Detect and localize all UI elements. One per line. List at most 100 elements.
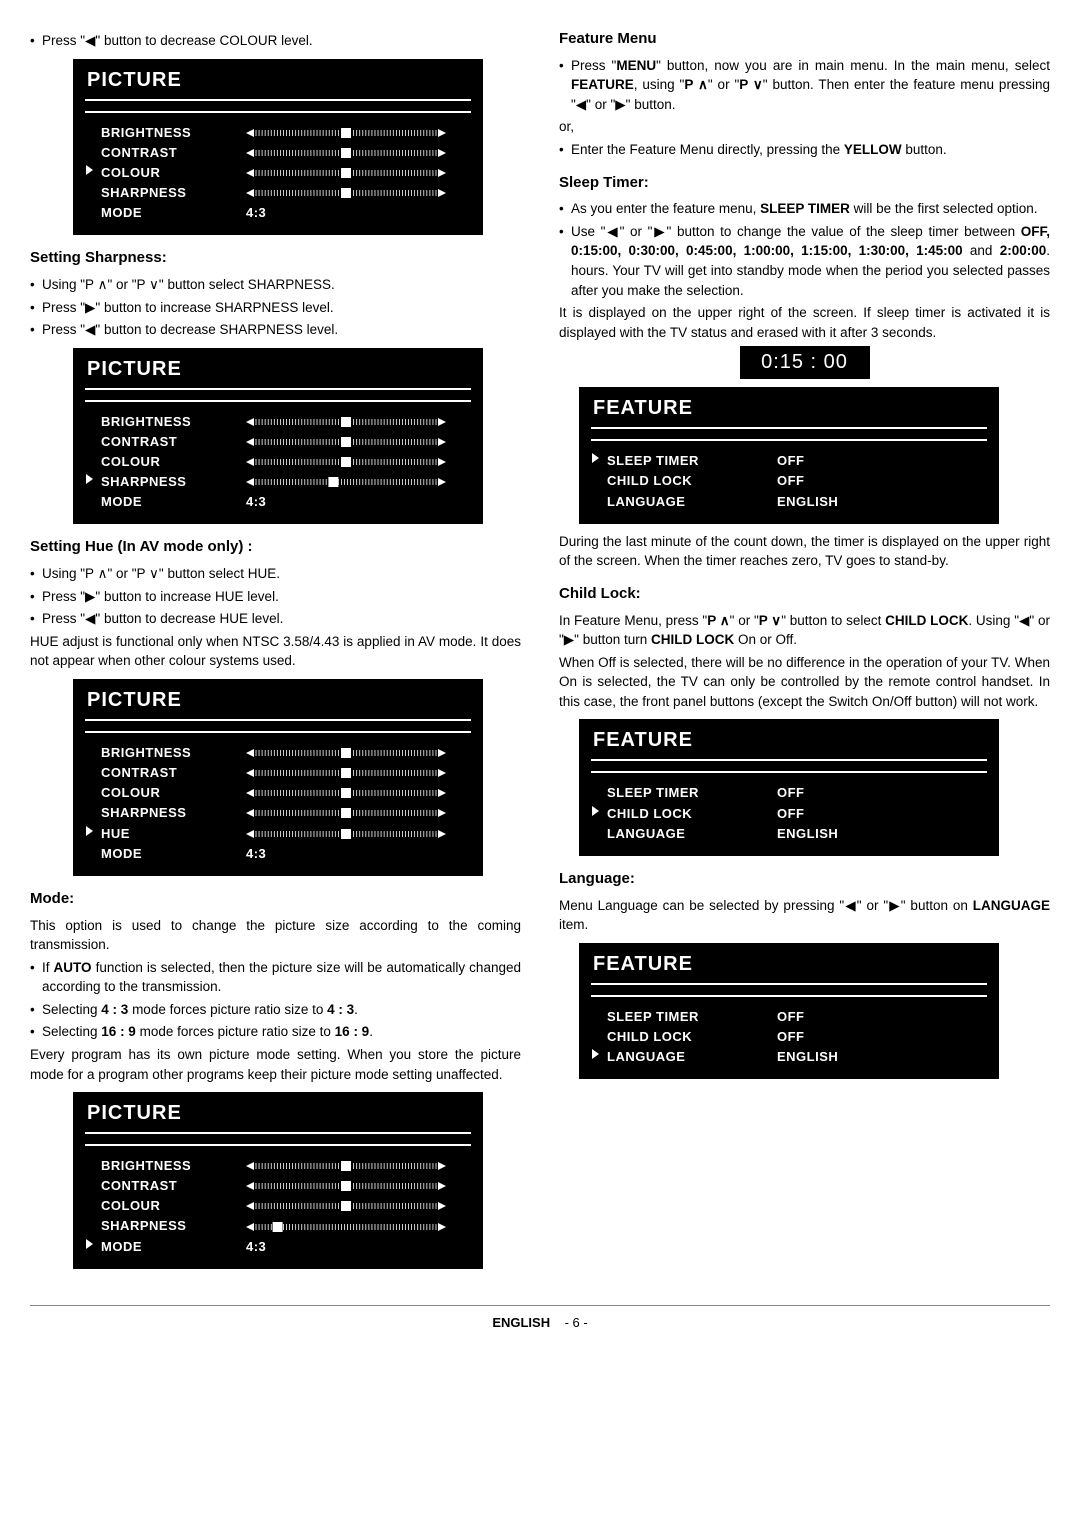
osd-divider <box>85 1144 471 1146</box>
osd-row-label: SLEEP TIMER <box>607 451 777 471</box>
cursor-icon <box>592 453 599 463</box>
osd-title: FEATURE <box>579 387 707 427</box>
slider-icon <box>246 829 446 839</box>
osd-row: BRIGHTNESS <box>73 743 483 763</box>
slider-icon <box>246 457 446 467</box>
osd-row-label: MODE <box>101 844 246 864</box>
bullet: •Press "◀" button to decrease SHARPNESS … <box>30 320 521 340</box>
osd-row-label: CONTRAST <box>101 432 246 452</box>
osd-row-label: SHARPNESS <box>101 472 246 492</box>
osd-row: SLEEP TIMEROFF <box>579 1007 999 1027</box>
osd-row: BRIGHTNESS <box>73 1156 483 1176</box>
osd-row-value: 4:3 <box>246 844 469 864</box>
heading-sleep-timer: Sleep Timer: <box>559 172 1050 194</box>
bullet: •Selecting 16 : 9 mode forces picture ra… <box>30 1022 521 1042</box>
osd-row-slider <box>246 1222 469 1232</box>
osd-row-slider <box>246 748 469 758</box>
osd-row-label: HUE <box>101 824 246 844</box>
osd-row-slider <box>246 788 469 798</box>
page-footer: ENGLISH - 6 - <box>30 1305 1050 1333</box>
osd-row: CONTRAST <box>73 143 483 163</box>
osd-title: FEATURE <box>579 943 707 983</box>
osd-row-value: OFF <box>777 1007 985 1027</box>
cursor-icon <box>86 474 93 484</box>
osd-row-value: OFF <box>777 471 985 491</box>
osd-divider <box>591 995 987 997</box>
osd-row-slider <box>246 808 469 818</box>
osd-row-label: BRIGHTNESS <box>101 123 246 143</box>
osd-row-label: SHARPNESS <box>101 1216 246 1236</box>
osd-row-label: COLOUR <box>101 783 246 803</box>
paragraph: Menu Language can be selected by pressin… <box>559 896 1050 935</box>
slider-icon <box>246 417 446 427</box>
osd-row-label: LANGUAGE <box>607 824 777 844</box>
bullet: •Press "▶" button to increase SHARPNESS … <box>30 298 521 318</box>
osd-row-label: CONTRAST <box>101 763 246 783</box>
osd-row-slider <box>246 128 469 138</box>
osd-row: SLEEP TIMEROFF <box>579 451 999 471</box>
osd-row-slider <box>246 768 469 778</box>
bullet: • Press "◀" button to decrease COLOUR le… <box>30 31 521 51</box>
osd-row: SHARPNESS <box>73 803 483 823</box>
osd-row-slider <box>246 477 469 487</box>
osd-row: MODE4:3 <box>73 492 483 512</box>
osd-row: CHILD LOCKOFF <box>579 1027 999 1047</box>
paragraph: In Feature Menu, press "P ∧" or "P ∨" bu… <box>559 611 1050 650</box>
slider-icon <box>246 788 446 798</box>
osd-row-value: ENGLISH <box>777 824 985 844</box>
osd-row-slider <box>246 457 469 467</box>
paragraph: During the last minute of the count down… <box>559 532 1050 571</box>
footer-page: - 6 - <box>565 1315 588 1330</box>
osd-row-label: MODE <box>101 203 246 223</box>
osd-row: COLOUR <box>73 163 483 183</box>
heading-sharpness: Setting Sharpness: <box>30 247 521 269</box>
osd-row: MODE4:3 <box>73 203 483 223</box>
osd-picture-hue: PICTURE BRIGHTNESS CONTRAST COLOUR SHARP… <box>73 679 483 876</box>
osd-row-label: BRIGHTNESS <box>101 743 246 763</box>
osd-row-label: BRIGHTNESS <box>101 1156 246 1176</box>
osd-title: PICTURE <box>73 679 196 719</box>
osd-row: CHILD LOCKOFF <box>579 804 999 824</box>
right-column: Feature Menu •Press "MENU" button, now y… <box>559 28 1050 1277</box>
osd-title: PICTURE <box>73 348 196 388</box>
osd-row: LANGUAGEENGLISH <box>579 824 999 844</box>
osd-title: PICTURE <box>73 1092 196 1132</box>
osd-row: HUE <box>73 824 483 844</box>
osd-divider <box>85 731 471 733</box>
osd-row: CONTRAST <box>73 763 483 783</box>
osd-row-label: LANGUAGE <box>607 1047 777 1067</box>
osd-row-slider <box>246 168 469 178</box>
bullet: •Enter the Feature Menu directly, pressi… <box>559 140 1050 160</box>
osd-row-slider <box>246 1161 469 1171</box>
osd-row-slider <box>246 1201 469 1211</box>
osd-divider <box>591 427 987 429</box>
osd-row-value: ENGLISH <box>777 492 985 512</box>
osd-picture-sharpness: PICTURE BRIGHTNESS CONTRAST COLOUR SHARP… <box>73 348 483 525</box>
bullet: •Press "▶" button to increase HUE level. <box>30 587 521 607</box>
paragraph: HUE adjust is functional only when NTSC … <box>30 632 521 671</box>
bullet: •Using "P ∧" or "P ∨" button select HUE. <box>30 564 521 584</box>
osd-row: SHARPNESS <box>73 1216 483 1236</box>
osd-row-value: 4:3 <box>246 492 469 512</box>
osd-row-slider <box>246 437 469 447</box>
osd-row-label: LANGUAGE <box>607 492 777 512</box>
osd-row-value: OFF <box>777 783 985 803</box>
slider-icon <box>246 477 446 487</box>
osd-row: BRIGHTNESS <box>73 123 483 143</box>
heading-language: Language: <box>559 868 1050 890</box>
osd-row-label: SHARPNESS <box>101 183 246 203</box>
osd-row: COLOUR <box>73 783 483 803</box>
osd-row: LANGUAGEENGLISH <box>579 1047 999 1067</box>
osd-divider <box>85 99 471 101</box>
paragraph: It is displayed on the upper right of th… <box>559 303 1050 342</box>
osd-row-value: 4:3 <box>246 1237 469 1257</box>
paragraph: When Off is selected, there will be no d… <box>559 653 1050 712</box>
osd-divider <box>85 719 471 721</box>
osd-row-value: 4:3 <box>246 203 469 223</box>
osd-row-label: BRIGHTNESS <box>101 412 246 432</box>
osd-row: MODE4:3 <box>73 844 483 864</box>
slider-icon <box>246 1161 446 1171</box>
osd-row-label: CONTRAST <box>101 1176 246 1196</box>
cursor-icon <box>592 1049 599 1059</box>
osd-row-slider <box>246 1181 469 1191</box>
